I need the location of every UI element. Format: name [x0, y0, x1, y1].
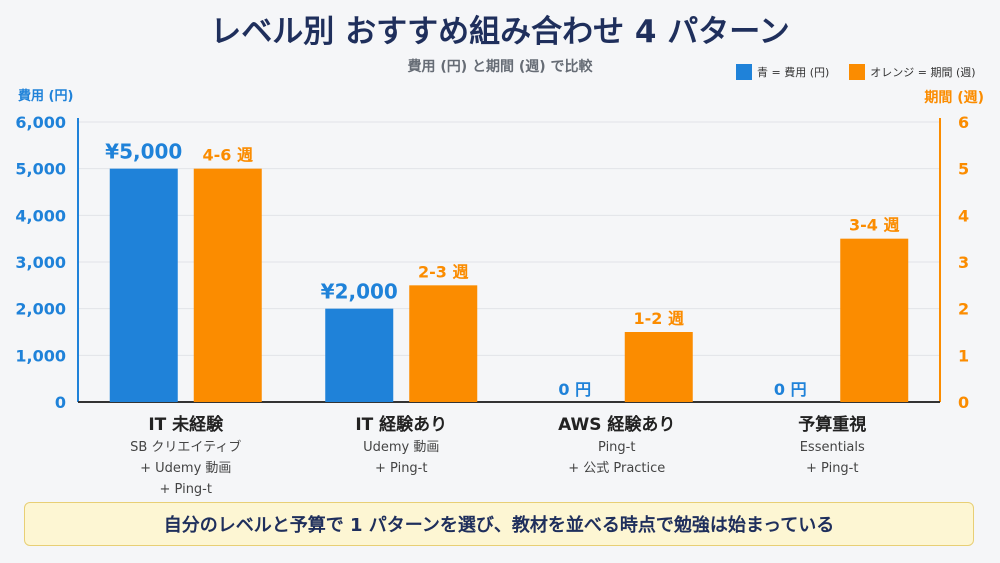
x-tick-sublabel: + Ping-t [160, 482, 212, 497]
y-left-axis-title: 費用 (円) [18, 88, 73, 104]
bar-duration [624, 332, 693, 402]
x-tick-label: IT 未経験 [148, 414, 224, 435]
x-tick-sublabel: Udemy 動画 [363, 440, 439, 455]
x-tick-sublabel: + Udemy 動画 [140, 461, 231, 476]
y-left-tick-label: 1,000 [15, 346, 66, 365]
data-label-cost: ¥2,000 [321, 280, 398, 304]
x-tick-sublabel: Ping-t [598, 440, 635, 455]
bar-duration [840, 238, 909, 402]
data-label-cost: ¥5,000 [105, 140, 182, 164]
chart-title: レベル別 おすすめ組み合わせ 4 パターン [210, 14, 790, 50]
bar-duration [409, 285, 478, 402]
data-label-cost: 0 円 [774, 380, 807, 399]
y-left-tick-label: 3,000 [15, 253, 66, 272]
x-tick-sublabel: + Ping-t [806, 461, 858, 476]
x-tick-label: IT 経験あり [355, 414, 447, 435]
y-left-tick-label: 0 [55, 393, 66, 412]
x-tick-sublabel: + 公式 Practice [568, 461, 665, 476]
y-left-tick-label: 2,000 [15, 300, 66, 319]
y-right-tick-label: 1 [958, 346, 969, 365]
bar-cost [109, 168, 178, 402]
y-left-tick-label: 5,000 [15, 160, 66, 179]
data-label-duration: 2-3 週 [418, 262, 468, 281]
x-tick-label: 予算重視 [798, 414, 866, 435]
y-left-tick-label: 6,000 [15, 113, 66, 132]
chart-subtitle: 費用 (円) と期間 (週) で比較 [407, 59, 593, 75]
legend-label-duration: オレンジ = 期間 (週) [870, 66, 976, 79]
x-tick-sublabel: Essentials [800, 440, 865, 455]
x-tick-label: AWS 経験あり [558, 414, 675, 435]
y-right-tick-label: 0 [958, 393, 969, 412]
x-tick-sublabel: SB クリエイティブ [130, 439, 241, 455]
y-right-axis-title: 期間 (週) [924, 90, 984, 106]
x-tick-sublabel: + Ping-t [375, 461, 427, 476]
data-label-cost: 0 円 [558, 380, 591, 399]
y-left-tick-label: 4,000 [15, 206, 66, 225]
legend-swatch-orange [849, 64, 866, 80]
legend: 青 = 費用 (円) オレンジ = 期間 (週) [736, 64, 996, 80]
y-right-tick-label: 3 [958, 253, 969, 272]
y-right-tick-label: 2 [958, 300, 969, 319]
y-right-tick-label: 6 [958, 113, 969, 132]
y-right-tick-label: 5 [958, 160, 969, 179]
legend-item-duration: オレンジ = 期間 (週) [849, 64, 976, 80]
legend-swatch-blue [736, 64, 752, 80]
data-label-duration: 4-6 週 [203, 146, 253, 165]
callout-banner: 自分のレベルと予算で 1 パターンを選び、教材を並べる時点で勉強は始まっている [24, 502, 974, 546]
bar-duration [193, 168, 262, 402]
bar-chart: 0 1,000 2,000 3,000 4,000 5,000 6,000 0 1 2 3 4 5 6 費用… [15, 88, 984, 497]
legend-label-cost: 青 = 費用 (円) [757, 66, 830, 79]
y-right-tick-label: 4 [958, 206, 969, 225]
data-label-duration: 1-2 週 [634, 309, 684, 328]
legend-item-cost: 青 = 費用 (円) [736, 64, 829, 80]
data-label-duration: 3-4 週 [849, 216, 899, 235]
bar-cost [325, 308, 394, 402]
